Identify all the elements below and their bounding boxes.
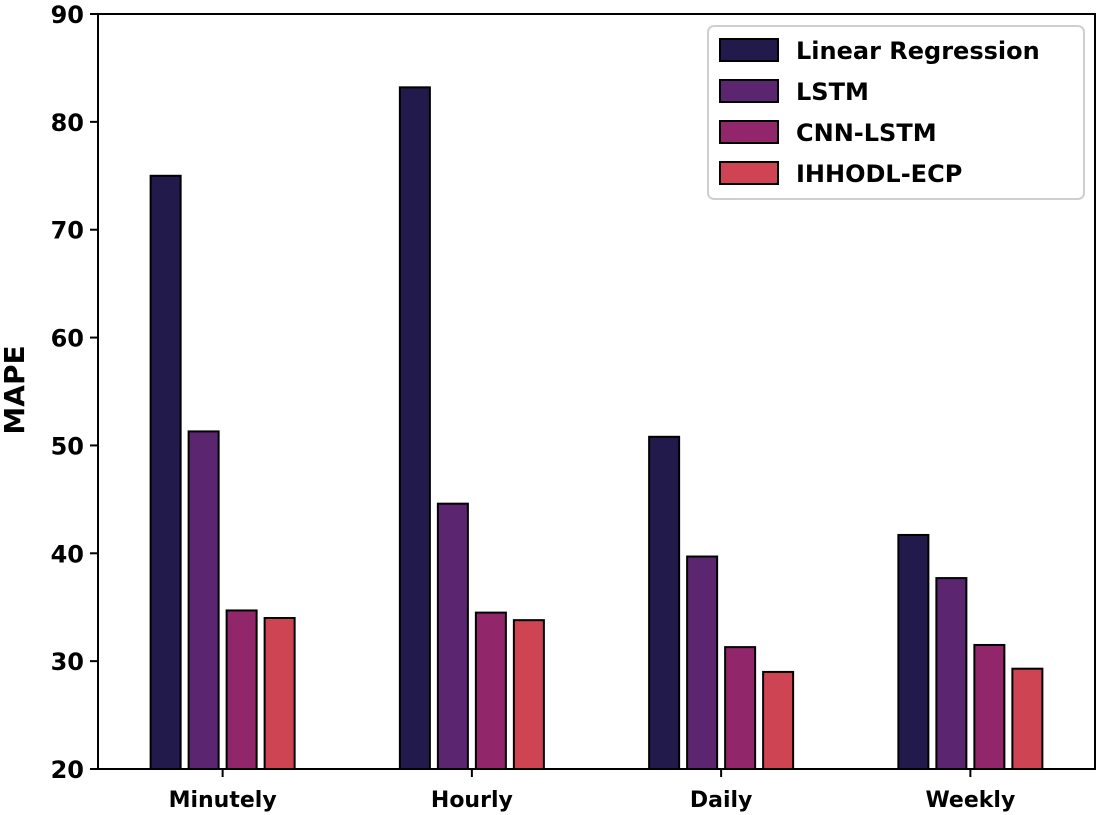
plot-frame xyxy=(97,13,1096,770)
legend-swatch xyxy=(719,79,779,103)
bar xyxy=(225,609,258,771)
bars xyxy=(149,86,1044,771)
y-tick-label: 70 xyxy=(51,217,84,245)
bar xyxy=(512,619,545,771)
x-tick-label: Minutely xyxy=(169,788,277,813)
bar xyxy=(897,533,930,771)
legend-swatch xyxy=(719,38,779,62)
bar xyxy=(436,502,469,770)
legend-swatch xyxy=(719,161,779,185)
x-tick-label: Hourly xyxy=(431,788,513,813)
y-tick-label: 60 xyxy=(51,325,84,353)
legend-label: IHHODL-ECP xyxy=(796,160,962,188)
legend-swatch xyxy=(719,120,779,144)
legend-box xyxy=(707,25,1085,200)
legend-label: LSTM xyxy=(796,78,869,106)
bar xyxy=(149,174,182,771)
x-tick-label: Daily xyxy=(690,788,753,813)
y-axis: 20 30 40 50 60 70 80 90 xyxy=(51,1,98,784)
legend: Linear Regression LSTM CNN-LSTM IHHODL-ECP xyxy=(707,25,1085,200)
y-tick-label: 30 xyxy=(51,648,84,676)
bar xyxy=(1011,667,1044,771)
bar xyxy=(973,643,1006,771)
bar xyxy=(398,86,431,771)
y-tick-label: 20 xyxy=(51,756,84,784)
bar xyxy=(724,646,757,770)
y-axis-title: MAPE xyxy=(0,345,31,434)
bar xyxy=(686,555,719,770)
bar xyxy=(935,577,968,770)
y-tick-label: 40 xyxy=(51,540,84,568)
bar xyxy=(187,430,220,770)
x-tick-label: Weekly xyxy=(925,788,1015,813)
bar xyxy=(648,435,681,770)
y-tick-label: 80 xyxy=(51,109,84,137)
bar xyxy=(474,611,507,770)
y-tick-label: 50 xyxy=(51,432,84,460)
legend-label: Linear Regression xyxy=(796,37,1040,65)
x-axis: Minutely Hourly Daily Weekly xyxy=(169,769,1015,813)
legend-label: CNN-LSTM xyxy=(796,119,937,147)
y-tick-label: 90 xyxy=(51,1,84,29)
bar xyxy=(263,617,296,770)
bar xyxy=(762,670,795,771)
